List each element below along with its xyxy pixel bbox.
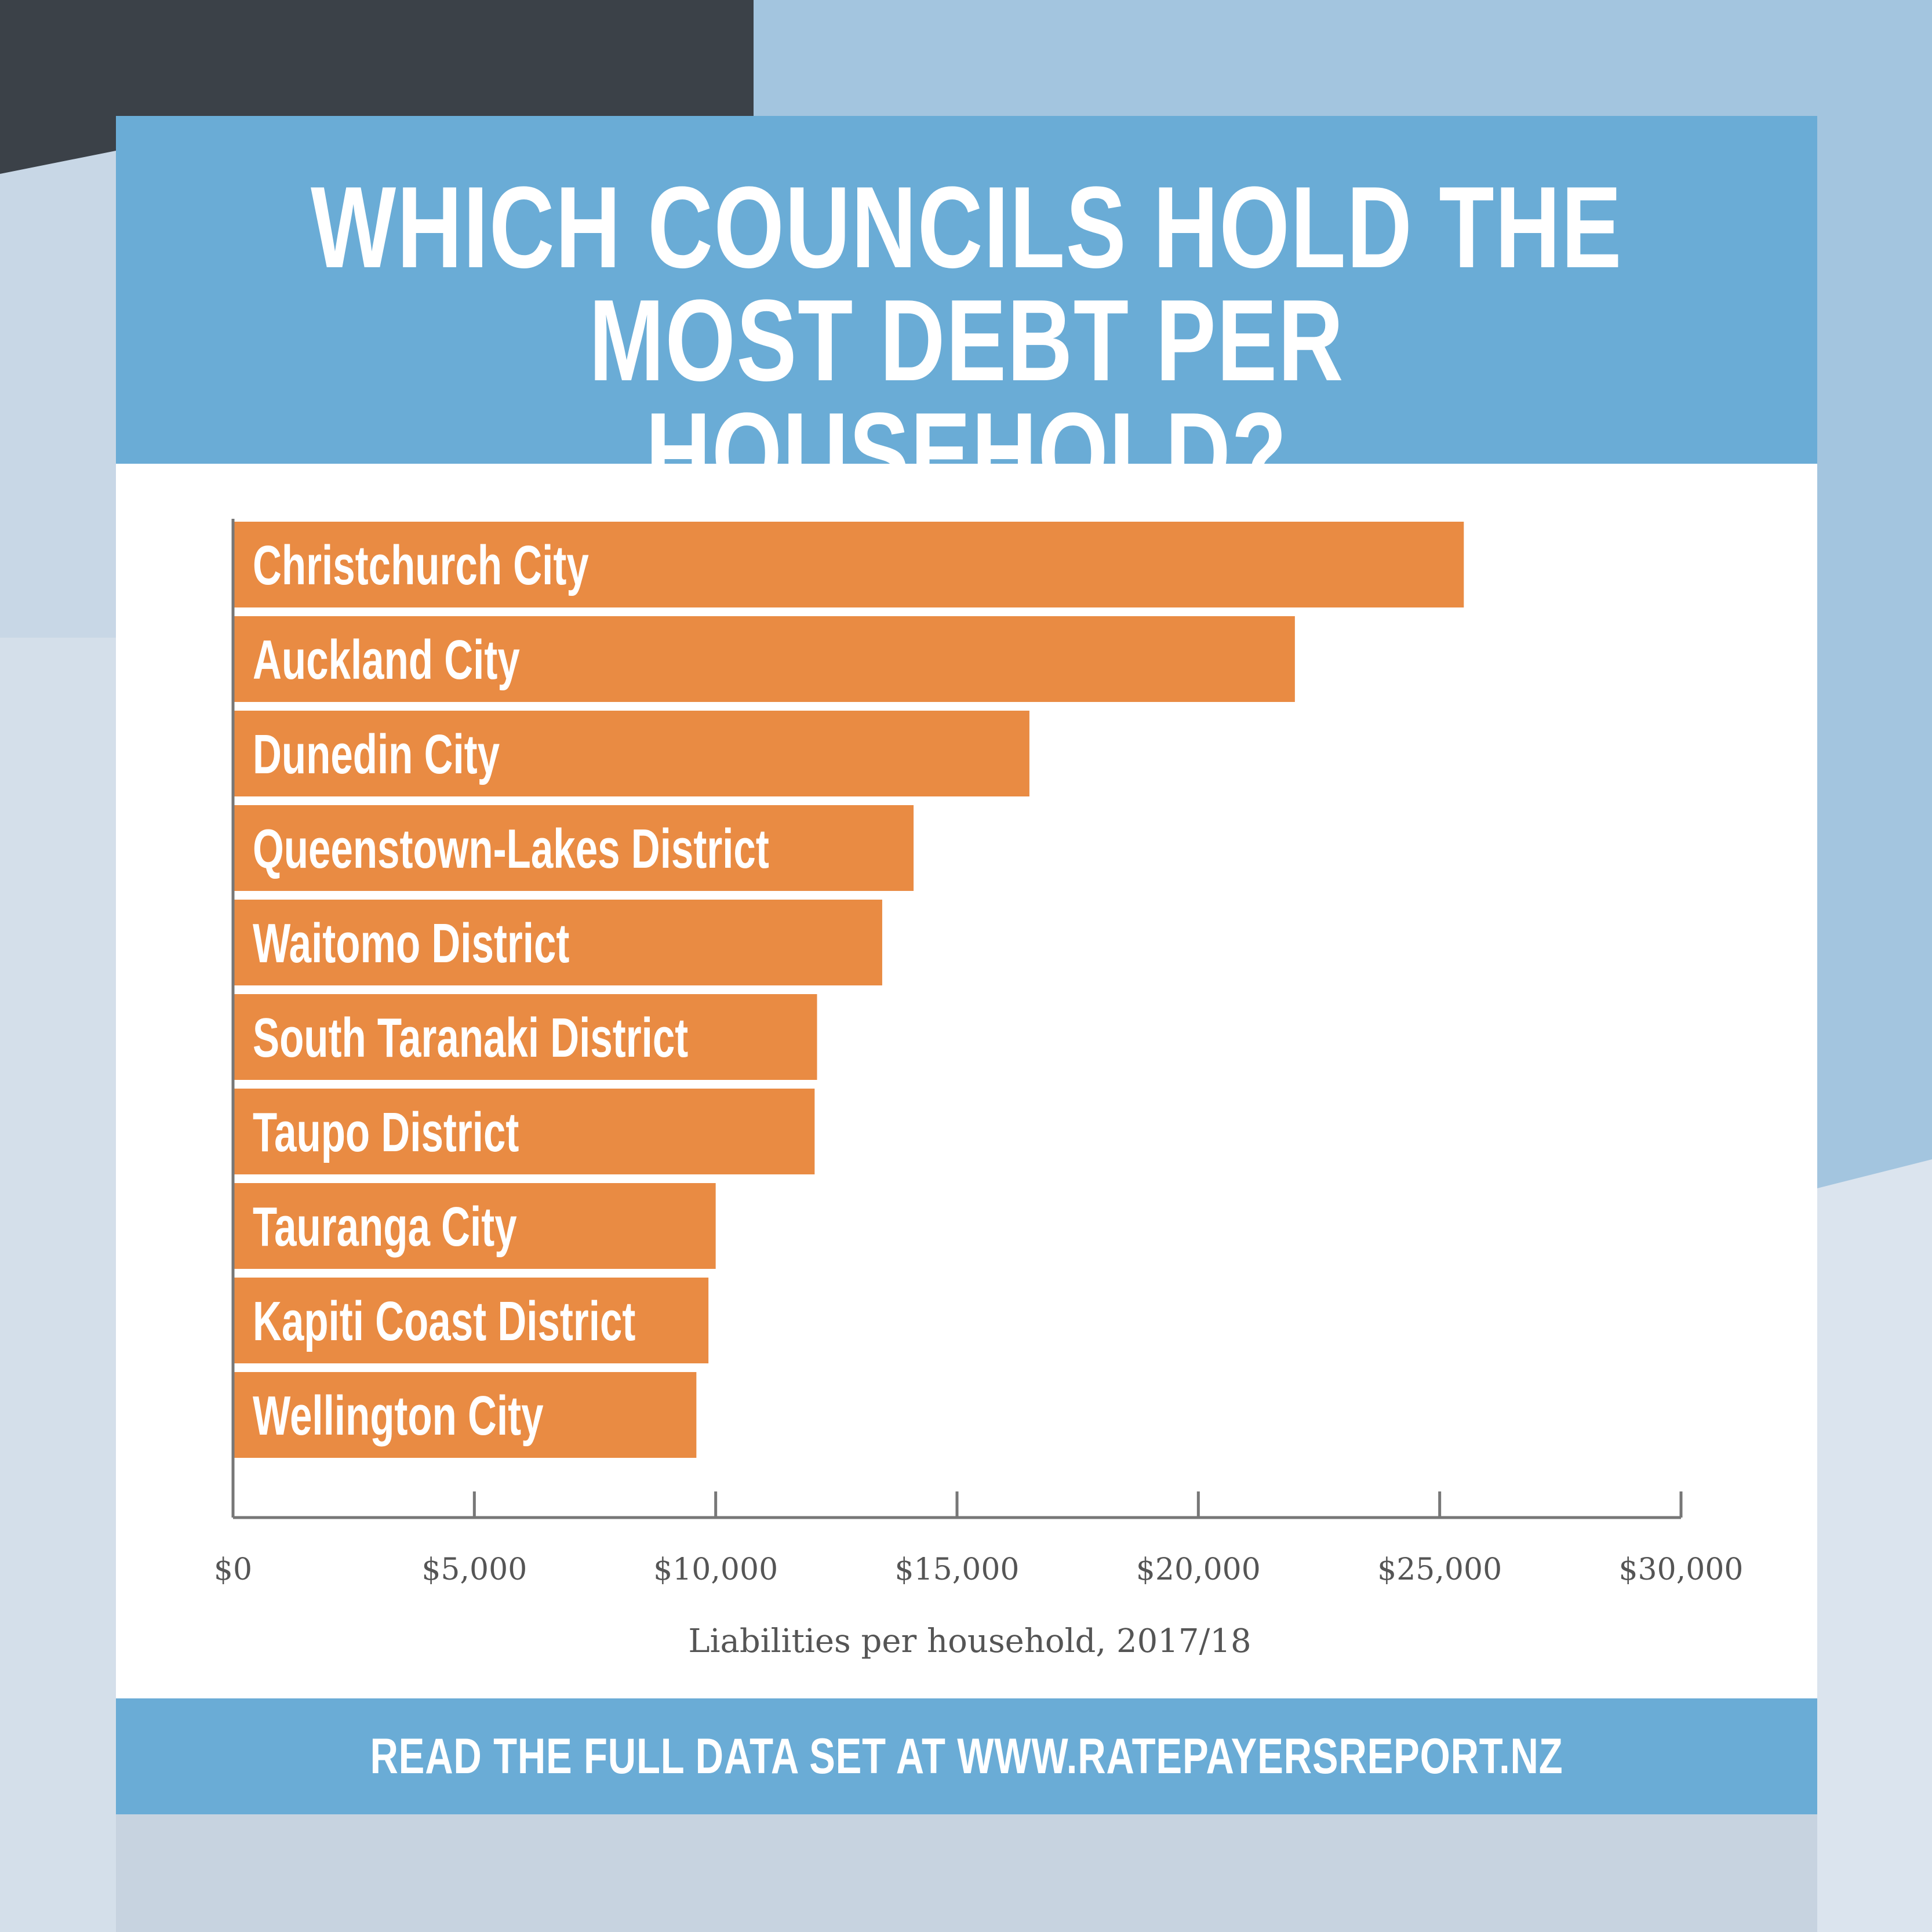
x-axis-title: Liabilities per household, 2017/18 xyxy=(688,1622,1251,1660)
bar-label: Queenstown-Lakes District xyxy=(253,817,769,880)
footer-link-text[interactable]: READ THE FULL DATA SET AT WWW.RATEPAYERS… xyxy=(370,1729,1563,1784)
bar xyxy=(233,1183,716,1269)
x-tick-label: $10,000 xyxy=(653,1552,778,1587)
footer-banner: READ THE FULL DATA SET AT WWW.RATEPAYERS… xyxy=(116,1698,1817,1814)
bar-label: Dunedin City xyxy=(253,723,500,785)
bar xyxy=(233,711,1029,796)
bar-label: Auckland City xyxy=(253,628,520,691)
title-banner: WHICH COUNCILS HOLD THE MOST DEBT PER HO… xyxy=(116,116,1817,512)
bar-label: Kapiti Coast District xyxy=(253,1290,635,1352)
bar-label: Taupo District xyxy=(253,1101,519,1163)
bar xyxy=(233,1372,697,1458)
bar xyxy=(233,900,882,985)
x-tick-label: $0 xyxy=(214,1552,252,1587)
bar xyxy=(233,1089,815,1174)
bar xyxy=(233,994,817,1080)
x-tick-label: $20,000 xyxy=(1136,1552,1261,1587)
bar xyxy=(233,616,1295,702)
bar xyxy=(233,1278,709,1363)
bar xyxy=(233,805,914,891)
bar xyxy=(233,522,1464,607)
bar-label: Waitomo District xyxy=(253,912,569,974)
bar-label: Wellington City xyxy=(253,1384,544,1447)
bar-label: South Taranaki District xyxy=(253,1006,688,1069)
x-tick-label: $25,000 xyxy=(1377,1552,1502,1587)
bar-label: Tauranga City xyxy=(253,1195,517,1258)
x-tick-label: $30,000 xyxy=(1618,1552,1743,1587)
bar-label: Christchurch City xyxy=(253,534,589,596)
x-tick-label: $15,000 xyxy=(894,1552,1019,1587)
title-line-1: WHICH COUNCILS HOLD THE xyxy=(310,163,1623,292)
x-tick-label: $5,000 xyxy=(421,1552,527,1587)
